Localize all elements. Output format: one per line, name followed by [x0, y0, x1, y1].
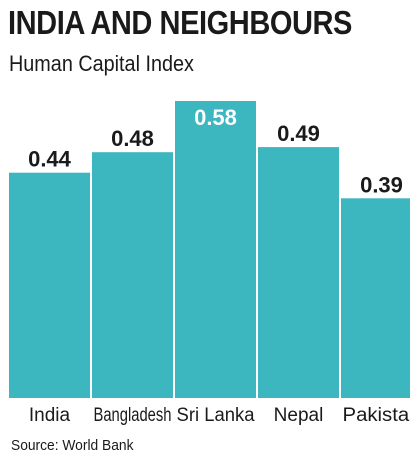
bar-nepal [258, 147, 339, 398]
chart-title: INDIA AND NEIGHBOURS [8, 4, 352, 41]
category-label: Pakistan [343, 405, 410, 426]
chart-subtitle: Human Capital Index [9, 51, 194, 76]
value-label: 0.58 [194, 105, 237, 130]
value-label: 0.49 [277, 121, 320, 146]
category-label: Sri Lanka [177, 405, 255, 426]
bar-india [9, 172, 90, 398]
category-label: India [29, 405, 71, 426]
source-note: Source: World Bank [11, 437, 134, 454]
category-label: Nepal [274, 405, 324, 426]
value-label: 0.44 [28, 147, 72, 172]
value-label: 0.39 [360, 172, 403, 197]
value-label: 0.48 [111, 126, 154, 151]
bar-bangladesh [92, 152, 173, 398]
bar-sri-lanka [175, 101, 256, 398]
category-label: Bangladesh [94, 405, 172, 426]
bar-pakistan [341, 198, 410, 398]
